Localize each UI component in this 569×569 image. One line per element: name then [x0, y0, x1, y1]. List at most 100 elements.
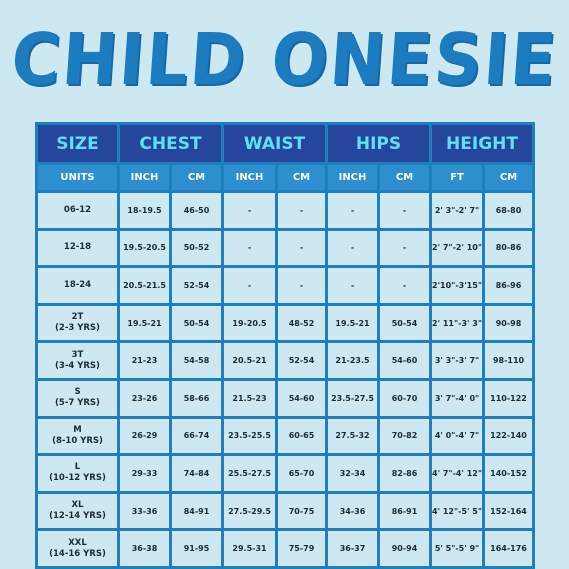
measurement-cell: 21-23.5 [325, 340, 380, 381]
chart-title: CHILD ONESIE [8, 17, 561, 102]
measurement-cell: 2' 7"-2' 10" [429, 227, 486, 269]
measurement-cell: 26-29 [117, 415, 172, 457]
table-body: 06-12 18-19.5 46-50- - - -2' 3"-2' 7" 68-80 12-… [35, 190, 536, 569]
measurement-cell: 32-34 [325, 453, 380, 494]
table-row: 18-24 20.5-21.5 52-54- - - -2'10"-3'15" 86-96 [35, 265, 536, 306]
measurement-cell: 48-52 [275, 302, 328, 344]
measurement-cell: 4' 7"-4' 12" [429, 453, 486, 494]
size-cell: L (10-12 YRS) [35, 453, 120, 494]
measurement-cell: - [221, 190, 278, 231]
measurement-cell: 29.5-31 [221, 528, 278, 569]
size-cell: S (5-7 YRS) [35, 377, 120, 419]
unit-header: FT [429, 162, 486, 193]
hips-header: HIPS [324, 122, 433, 165]
table-row: L (10-12 YRS) 29-33 74-84 25.5-27.5 65-70 32-3… [35, 453, 536, 494]
measurement-cell: - [325, 190, 380, 231]
unit-header: CM [482, 162, 536, 193]
measurement-cell: 19.5-21 [325, 302, 380, 344]
measurement-cell: - [376, 190, 433, 231]
measurement-cell: 23.5-27.5 [325, 377, 380, 419]
measurement-cell: - [376, 265, 433, 306]
table-row: S (5-7 YRS) 23-26 58-66 21.5-23 54-60 23.5-27.… [35, 377, 536, 419]
measurement-cell: 46-50 [169, 190, 224, 231]
measurement-cell: - [325, 227, 380, 269]
size-cell: XXL (14-16 YRS) [35, 528, 120, 569]
unit-header: INCH [117, 162, 172, 193]
measurement-cell: 19.5-21 [117, 302, 172, 344]
measurement-cell: 66-74 [169, 415, 224, 457]
measurement-cell: 50-52 [169, 227, 224, 269]
measurement-cell: - [275, 265, 328, 306]
measurement-cell: 50-54 [169, 302, 224, 344]
size-cell: 06-12 [35, 190, 120, 231]
size-header: SIZE [35, 122, 120, 165]
measurement-cell: - [376, 227, 433, 269]
measurement-cell: 54-58 [169, 340, 224, 381]
measurement-cell: 90-94 [376, 528, 433, 569]
size-chart-table: SIZE CHEST WAIST HIPS HEIGHT UNITS INCH CM… [35, 122, 536, 569]
measurement-cell: 23.5-25.5 [221, 415, 278, 457]
measurement-cell: 68-80 [482, 190, 536, 231]
measurement-cell: 5' 5"-5' 9" [429, 528, 486, 569]
measurement-cell: - [275, 227, 328, 269]
measurement-cell: 54-60 [376, 340, 433, 381]
measurement-cell: 2' 3"-2' 7" [429, 190, 486, 231]
table-row: XL (12-14 YRS) 33-36 84-91 27.5-29.5 70-75 34-… [35, 490, 536, 532]
measurement-cell: 80-86 [482, 227, 536, 269]
measurement-cell: 23-26 [117, 377, 172, 419]
measurement-cell: 52-54 [275, 340, 328, 381]
measurement-cell: 4' 0"-4' 7" [429, 415, 486, 457]
measurement-cell: 70-82 [376, 415, 433, 457]
measurement-cell: 20.5-21.5 [117, 265, 172, 306]
measurement-cell: 90-98 [482, 302, 536, 344]
size-cell: XL (12-14 YRS) [35, 490, 120, 532]
measurement-cell: 70-75 [275, 490, 328, 532]
table-row: 3T (3-4 YRS) 21-23 54-58 20.5-21 52-54 21-23.5… [35, 340, 536, 381]
measurement-cell: 50-54 [376, 302, 433, 344]
measurement-cell: 52-54 [169, 265, 224, 306]
unit-header: CM [275, 162, 328, 193]
measurement-cell: 18-19.5 [117, 190, 172, 231]
measurement-cell: 164-176 [482, 528, 536, 569]
measurement-cell: 20.5-21 [221, 340, 278, 381]
measurement-cell: 74-84 [169, 453, 224, 494]
measurement-cell: 60-65 [275, 415, 328, 457]
unit-header: CM [169, 162, 224, 193]
measurement-cell: - [275, 190, 328, 231]
measurement-cell: 33-36 [117, 490, 172, 532]
measurement-cell: 75-79 [275, 528, 328, 569]
table-row: XXL (14-16 YRS) 36-38 91-95 29.5-31 75-79 36-3… [35, 528, 536, 569]
unit-header: INCH [325, 162, 380, 193]
measurement-cell: 2' 11"-3' 3" [429, 302, 486, 344]
measurement-cell: 21.5-23 [221, 377, 278, 419]
size-cell: 18-24 [35, 265, 120, 306]
measurement-cell: 65-70 [275, 453, 328, 494]
chest-header: CHEST [117, 122, 224, 165]
measurement-cell: 122-140 [482, 415, 536, 457]
table-row: 2T (2-3 YRS) 19.5-21 50-54 19-20.5 48-52 19.5-… [35, 302, 536, 344]
measurement-cell: 86-91 [376, 490, 433, 532]
measurement-cell: 25.5-27.5 [221, 453, 278, 494]
measurement-cell: 2'10"-3'15" [429, 265, 486, 306]
measurement-cell: 91-95 [169, 528, 224, 569]
measurement-cell: 36-37 [325, 528, 380, 569]
measurement-cell: 36-38 [117, 528, 172, 569]
measurement-cell: 34-36 [325, 490, 380, 532]
measurement-cell: 82-86 [376, 453, 433, 494]
measurement-cell: - [325, 265, 380, 306]
size-cell: M (8-10 YRS) [35, 415, 120, 457]
measurement-cell: 3' 7"-4' 0" [429, 377, 486, 419]
measurement-cell: 4' 12"-5' 5" [429, 490, 486, 532]
measurement-cell: 98-110 [482, 340, 536, 381]
units-row: UNITS INCH CM INCH CM INCH CM FT CM [35, 162, 536, 193]
size-cell: 12-18 [35, 227, 120, 269]
measurement-cell: 86-96 [482, 265, 536, 306]
measurement-cell: 60-70 [376, 377, 433, 419]
height-header: HEIGHT [429, 122, 536, 165]
measurement-cell: 140-152 [482, 453, 536, 494]
measurement-cell: 27.5-32 [325, 415, 380, 457]
measurement-cell: - [221, 265, 278, 306]
measurement-cell: 58-66 [169, 377, 224, 419]
measurement-cell: 19.5-20.5 [117, 227, 172, 269]
measurement-cell: 27.5-29.5 [221, 490, 278, 532]
